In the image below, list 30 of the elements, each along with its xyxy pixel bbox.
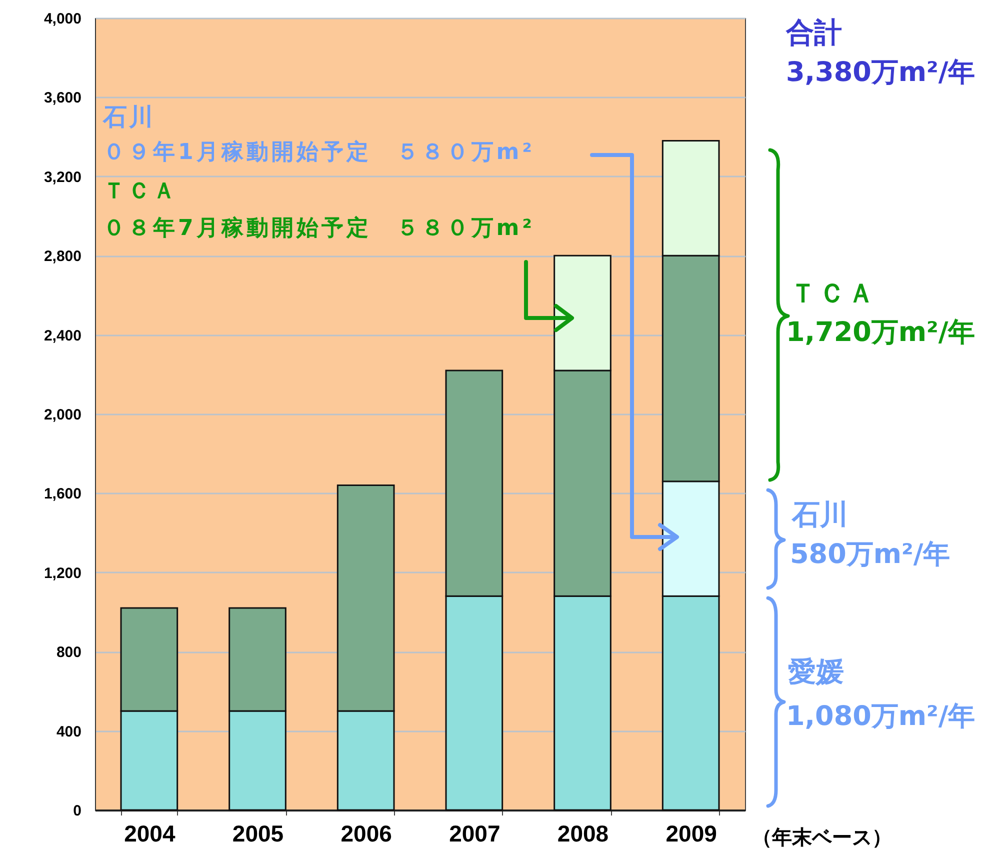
annotation: ０９年1月稼動開始予定 ５８０万m² [103,140,535,166]
text: 合計 [786,16,842,49]
text: 1,720万m²/年 [786,317,976,348]
y-tick-label: 1,600 [44,486,82,503]
text: （年末ベース） [752,825,892,849]
x-tick-label: 2008 [557,820,609,846]
y-tick-label: 1,200 [44,564,82,582]
text: 1,080万m²/年 [786,701,976,732]
x-tick-label: 2005 [232,820,284,846]
x-tick-label: 2009 [666,820,717,846]
annotation: ０８年7月稼動開始予定 ５８０万m² [103,216,535,242]
y-tick-label: 3,200 [44,168,82,186]
y-tick-label: 800 [56,644,82,662]
text: ＴＣＡ [790,279,877,309]
y-tick-label: 4,000 [44,10,82,28]
y-tick-label: 2,400 [44,327,82,344]
text: 石川 [792,498,848,531]
x-tick-label: 2004 [124,820,176,846]
y-tick-label: 2,000 [44,406,82,424]
x-tick-label: 2006 [340,820,392,846]
x-tick-label: 2007 [449,820,500,846]
y-tick-label: 3,600 [44,90,82,107]
text: 愛媛 [788,655,844,688]
annotation: 石川 [103,103,155,131]
y-tick-label: 2,800 [44,248,82,266]
annotation: ＴＣＡ [103,179,178,204]
y-tick-label: 0 [73,802,82,820]
y-tick-label: 400 [56,723,82,740]
text: 580万m²/年 [790,539,950,570]
text: 3,380万m²/年 [786,57,976,88]
